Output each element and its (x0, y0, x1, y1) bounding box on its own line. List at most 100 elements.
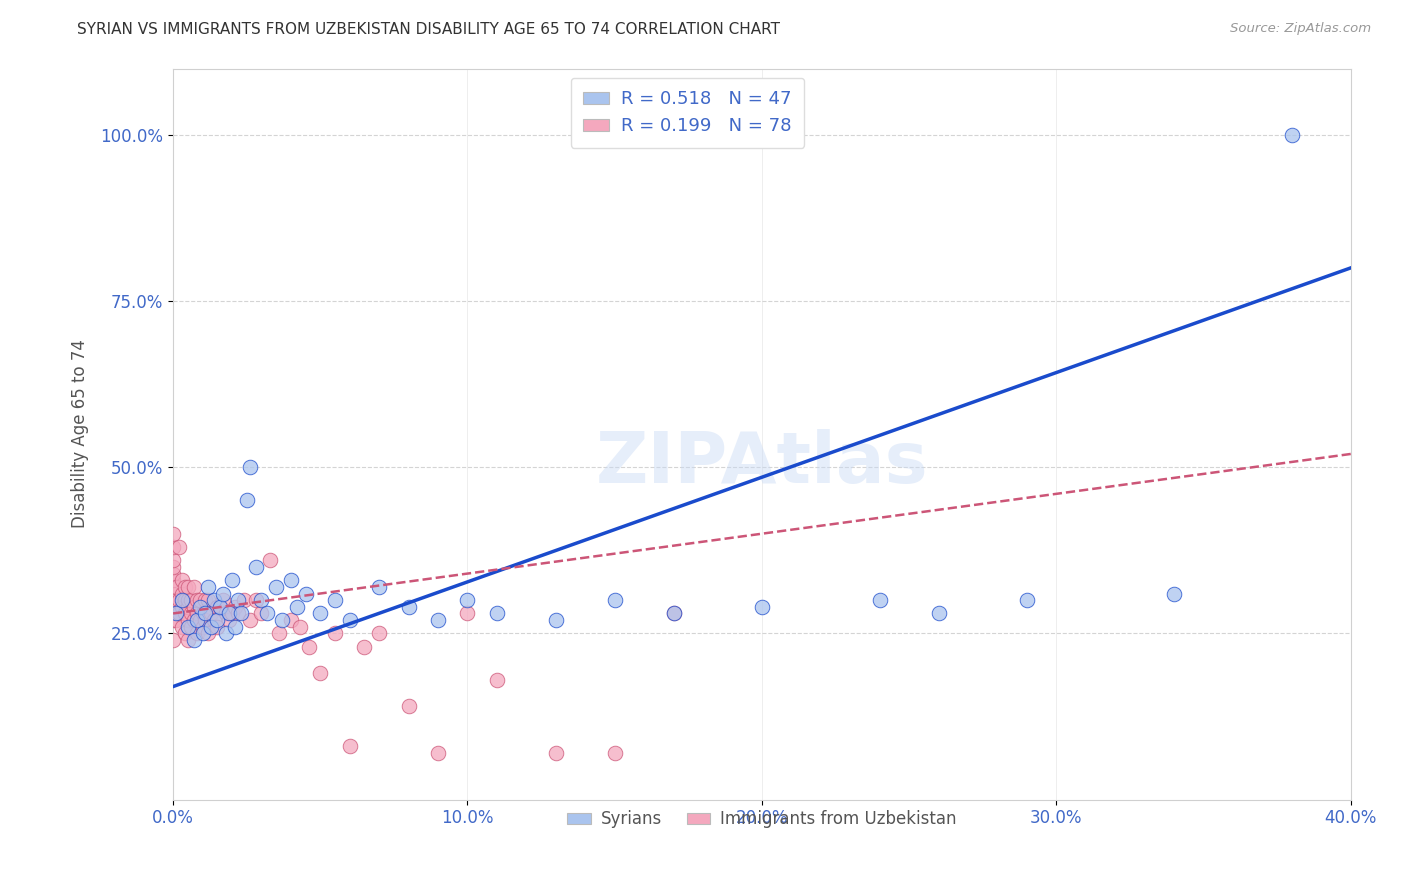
Text: ZIPAtlas: ZIPAtlas (596, 429, 928, 498)
Point (221, 607, 243, 621)
Point (662, 607, 685, 621)
Point (173, 626, 195, 640)
Point (245, 593, 267, 607)
Point (267, 626, 290, 640)
Point (250, 593, 273, 607)
Point (427, 746, 450, 760)
Point (215, 626, 238, 640)
Point (162, 599, 184, 614)
Point (186, 613, 208, 627)
Point (170, 586, 193, 600)
Point (162, 573, 184, 587)
Point (288, 620, 311, 634)
Point (485, 673, 508, 687)
Point (200, 607, 222, 621)
Point (1281, 128, 1303, 142)
Point (207, 599, 229, 614)
Point (177, 599, 200, 614)
Point (167, 593, 190, 607)
Point (226, 593, 249, 607)
Point (259, 553, 281, 567)
Point (188, 593, 211, 607)
Point (323, 626, 346, 640)
Point (183, 633, 205, 648)
Point (162, 566, 184, 581)
Point (368, 580, 391, 594)
Point (218, 607, 240, 621)
Point (162, 540, 184, 554)
Point (191, 607, 214, 621)
Point (183, 599, 205, 614)
Point (1015, 593, 1038, 607)
Point (186, 593, 208, 607)
Point (309, 666, 332, 681)
Point (239, 460, 262, 475)
Legend: Syrians, Immigrants from Uzbekistan: Syrians, Immigrants from Uzbekistan (561, 804, 963, 835)
Point (297, 640, 319, 654)
Point (427, 613, 450, 627)
Point (170, 573, 193, 587)
Point (226, 607, 249, 621)
Point (188, 613, 211, 627)
Point (398, 699, 420, 714)
Point (167, 540, 190, 554)
Point (928, 607, 950, 621)
Point (224, 620, 246, 634)
Point (177, 593, 200, 607)
Point (197, 626, 219, 640)
Point (180, 607, 202, 621)
Point (177, 633, 200, 648)
Point (165, 580, 187, 594)
Point (191, 626, 214, 640)
Point (173, 593, 195, 607)
Point (173, 580, 195, 594)
Point (162, 526, 184, 541)
Point (186, 626, 208, 640)
Point (212, 586, 235, 600)
Point (250, 607, 273, 621)
Point (194, 607, 217, 621)
Point (170, 593, 193, 607)
Point (212, 593, 235, 607)
Point (339, 739, 361, 754)
Point (183, 580, 205, 594)
Text: Source: ZipAtlas.com: Source: ZipAtlas.com (1230, 22, 1371, 36)
Point (162, 613, 184, 627)
Point (162, 633, 184, 648)
Point (207, 613, 229, 627)
Point (186, 607, 208, 621)
Point (209, 599, 232, 614)
Point (456, 593, 478, 607)
Point (170, 620, 193, 634)
Point (294, 586, 316, 600)
Point (280, 573, 302, 587)
Point (235, 493, 257, 508)
Point (194, 593, 217, 607)
Point (485, 607, 508, 621)
Point (224, 599, 246, 614)
Point (544, 746, 567, 760)
Point (215, 607, 238, 621)
Point (194, 613, 217, 627)
Point (339, 613, 361, 627)
Point (177, 620, 200, 634)
Point (177, 580, 200, 594)
Point (162, 586, 184, 600)
Point (603, 746, 626, 760)
Point (309, 607, 332, 621)
Point (162, 553, 184, 567)
Point (869, 593, 891, 607)
Point (173, 607, 195, 621)
Point (245, 560, 267, 574)
Point (368, 626, 391, 640)
Point (544, 613, 567, 627)
Point (456, 607, 478, 621)
Point (264, 580, 287, 594)
Point (197, 593, 219, 607)
Point (207, 620, 229, 634)
Y-axis label: Disability Age 65 to 74: Disability Age 65 to 74 (72, 340, 89, 528)
Point (180, 593, 202, 607)
Point (209, 599, 232, 614)
Point (229, 607, 252, 621)
Point (1163, 586, 1185, 600)
